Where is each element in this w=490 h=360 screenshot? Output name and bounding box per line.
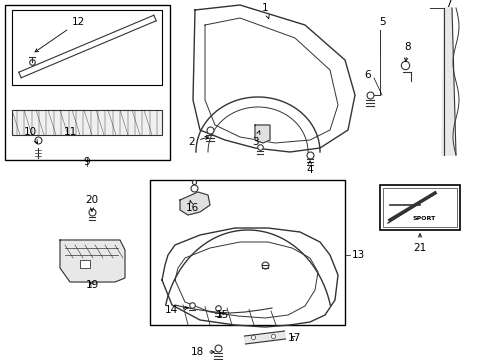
Bar — [5, 5, 170, 160]
Text: 12: 12 — [35, 17, 85, 52]
Bar — [150, 180, 345, 325]
Bar — [383, 188, 457, 227]
Text: 2: 2 — [188, 136, 208, 147]
Text: 21: 21 — [414, 234, 427, 253]
Bar — [80, 260, 90, 268]
Text: 18: 18 — [191, 347, 214, 357]
Text: 1: 1 — [262, 3, 269, 19]
Text: 3: 3 — [252, 131, 260, 147]
Text: 11: 11 — [63, 127, 76, 137]
Text: 20: 20 — [85, 195, 98, 211]
Text: 7: 7 — [445, 0, 451, 9]
Text: 16: 16 — [185, 200, 198, 213]
Text: 19: 19 — [85, 280, 98, 290]
Polygon shape — [245, 331, 286, 344]
Polygon shape — [60, 240, 125, 282]
Bar — [12, 110, 162, 135]
Text: 10: 10 — [24, 127, 37, 143]
Text: 13: 13 — [352, 250, 365, 260]
Bar — [12, 10, 162, 85]
Text: 8: 8 — [405, 42, 411, 61]
Text: 6: 6 — [365, 70, 371, 80]
Polygon shape — [442, 8, 454, 155]
Text: 5: 5 — [379, 17, 385, 27]
Polygon shape — [255, 125, 270, 143]
Text: 17: 17 — [288, 333, 301, 343]
Text: 4: 4 — [307, 161, 313, 175]
Bar — [380, 185, 460, 230]
Text: 15: 15 — [216, 310, 229, 320]
Text: SPORT: SPORT — [413, 216, 436, 221]
Text: 14: 14 — [165, 305, 188, 315]
Polygon shape — [180, 192, 210, 215]
Text: 9: 9 — [84, 157, 90, 167]
